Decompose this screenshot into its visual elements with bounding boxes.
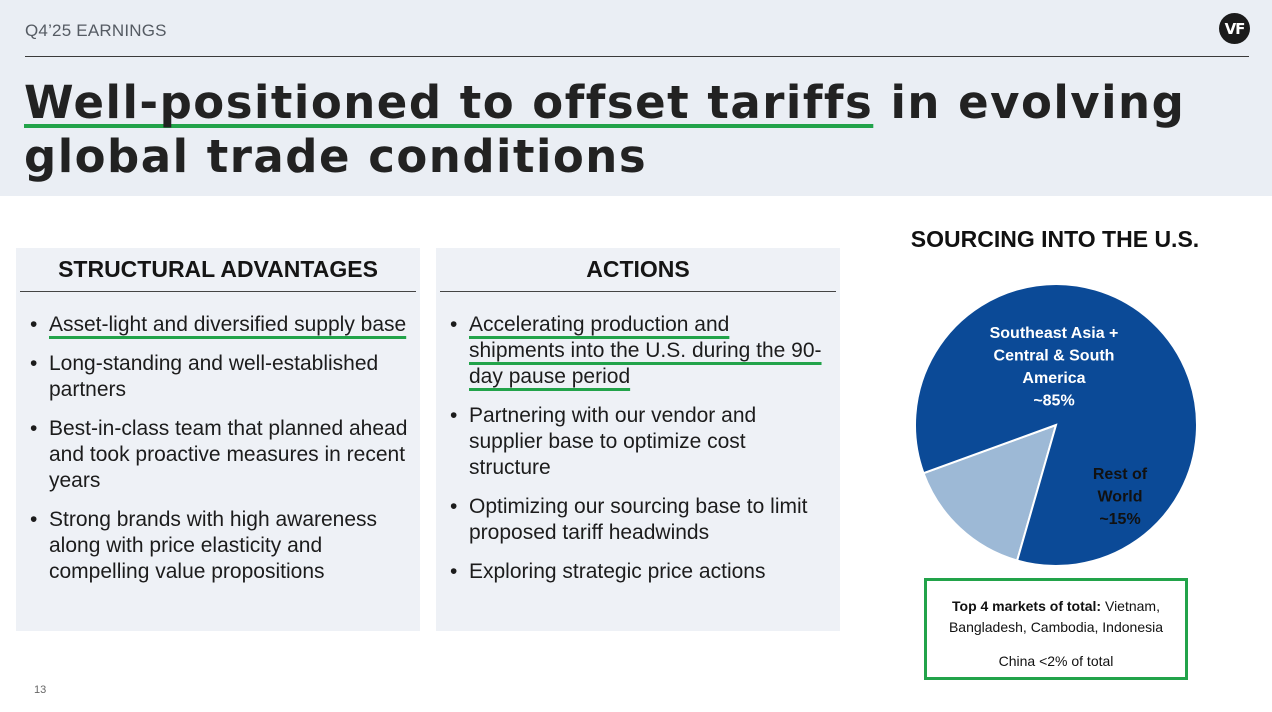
list-item: Strong brands with high awareness along … (30, 507, 420, 585)
title-highlight: Well-positioned to offset tariffs (24, 76, 874, 129)
list-item: Exploring strategic price actions (450, 559, 840, 585)
actions-heading: ACTIONS (440, 248, 836, 292)
list-item: Long-standing and well-established partn… (30, 351, 420, 403)
chart-title: SOURCING INTO THE U.S. (910, 226, 1200, 252)
callout-markets-text: Vietnam, Bangladesh, Cambodia, Indonesia (948, 598, 1164, 635)
page-number: 13 (34, 684, 47, 696)
list-item: Accelerating production and shipments in… (450, 312, 840, 390)
actions-panel: ACTIONS Accelerating production and ship… (436, 248, 840, 631)
header-band (0, 0, 1272, 196)
pie-slice-1 (922, 423, 1058, 562)
vf-logo-icon: VF (1219, 13, 1250, 44)
list-item: Optimizing our sourcing base to limit pr… (450, 494, 840, 546)
title-rest: in evolving global trade conditions (24, 76, 1186, 183)
list-item: Partnering with our vendor and supplier … (450, 403, 840, 481)
sourcing-pie-chart: Southeast Asia + Central & South America ~8… (914, 283, 1198, 567)
top-markets-callout: Top 4 markets of total: Vietnam, Banglad… (924, 578, 1188, 680)
list-item: Asset-light and diversified supply base (30, 312, 420, 338)
pie-slice-0 (914, 283, 1198, 567)
structural-advantages-list: Asset-light and diversified supply base … (16, 292, 420, 585)
pie-slice-label-1: Rest of World ~15% (1093, 466, 1148, 528)
structural-advantages-panel: STRUCTURAL ADVANTAGES Asset-light and di… (16, 248, 420, 631)
actions-list: Accelerating production and shipments in… (436, 292, 840, 585)
list-item: Best-in-class team that planned ahead an… (30, 416, 420, 494)
header-divider (25, 56, 1249, 57)
structural-advantages-heading: STRUCTURAL ADVANTAGES (20, 248, 416, 292)
section-label: Q4’25 EARNINGS (25, 21, 167, 40)
callout-china-note: China <2% of total (998, 653, 1114, 669)
callout-bold-label: Top 4 markets of total: (952, 598, 1102, 614)
slide-title: Well-positioned to offset tariffs in evo… (24, 76, 1254, 184)
pie-slice-label-0: Southeast Asia + Central & South America ~8… (990, 325, 1119, 410)
